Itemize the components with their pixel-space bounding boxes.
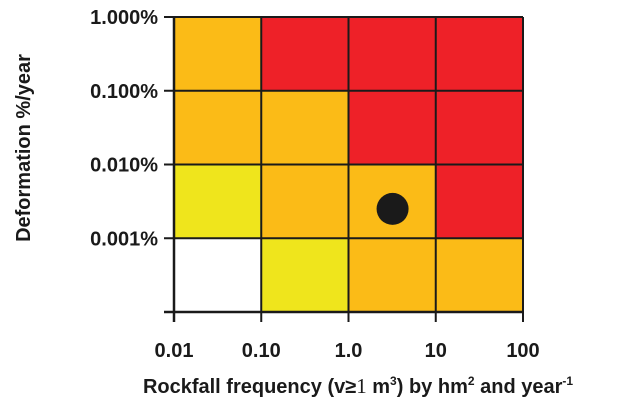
matrix-cell	[435, 90, 523, 165]
matrix-cell	[174, 17, 262, 91]
y-tick-label: 0.010%	[90, 155, 158, 177]
matrix-cell	[348, 90, 436, 165]
matrix-cell	[174, 238, 262, 312]
x-tick-labels: 0.01 0.10 1.0 10 100	[155, 340, 540, 362]
x-axis-title: Rockfall frequency (v≥1 m3) by hm2 and y…	[143, 374, 573, 398]
x-tick-label: 0.10	[242, 340, 281, 362]
y-tick-label: 0.100%	[90, 81, 158, 103]
x-tick-label: 100	[506, 340, 539, 362]
x-axis-title-superscript: 2	[468, 374, 475, 388]
matrix-cell	[348, 17, 436, 91]
x-axis-title-part: m	[367, 376, 390, 398]
matrix-cell	[435, 164, 523, 239]
matrix-cell	[348, 238, 436, 312]
y-tick-label: 0.001%	[90, 228, 158, 250]
x-axis-title-superscript: -1	[562, 374, 573, 388]
data-point	[376, 192, 409, 225]
matrix-cell	[435, 17, 523, 91]
x-axis-title-one: 1	[356, 374, 367, 398]
matrix-cell	[261, 164, 349, 239]
x-axis-title-superscript: 3	[390, 374, 397, 388]
x-axis-title-part: ) by hm	[397, 376, 468, 398]
x-axis-title-part: Rockfall frequency (v≥	[143, 376, 356, 398]
y-tick-label: 1.000%	[90, 7, 158, 29]
data-points	[376, 192, 409, 225]
matrix-cells	[174, 17, 523, 312]
matrix-cell	[261, 238, 349, 312]
matrix-cell	[174, 164, 262, 239]
x-tick-label: 1.0	[335, 340, 363, 362]
axes	[164, 16, 524, 322]
matrix-cell	[174, 90, 262, 165]
matrix-cell	[435, 238, 523, 312]
x-tick-label: 0.01	[155, 340, 194, 362]
matrix-cell	[261, 90, 349, 165]
y-axis-title: Deformation %/year	[13, 54, 35, 242]
x-tick-label: 10	[425, 340, 447, 362]
y-tick-labels: 0.001% 0.010% 0.100% 1.000%	[90, 7, 158, 250]
matrix-cell	[261, 17, 349, 91]
x-axis-title-part: and year	[475, 376, 563, 398]
